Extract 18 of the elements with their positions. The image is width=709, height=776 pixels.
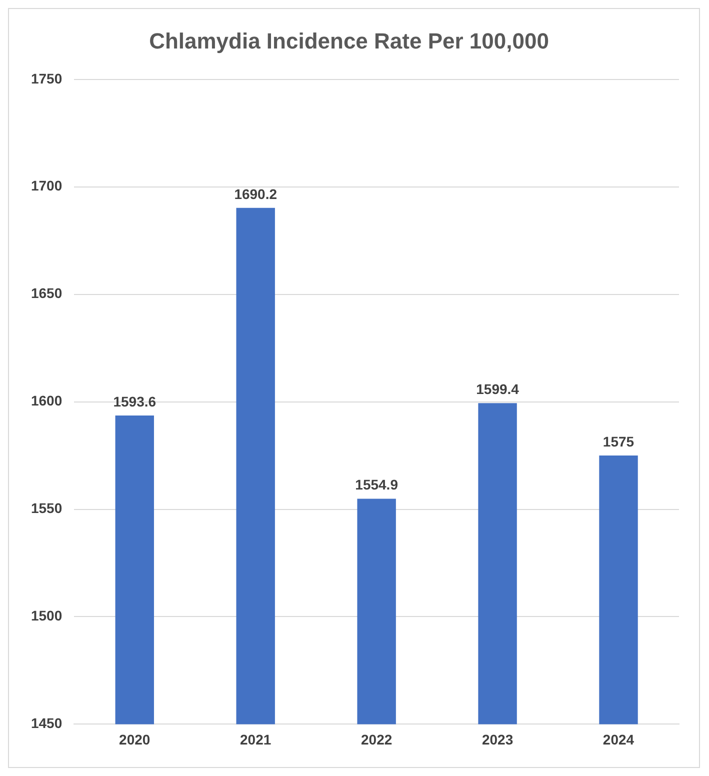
y-tick-label: 1700 [30, 178, 62, 194]
x-tick-label: 2022 [360, 731, 392, 748]
x-tick-label: 2023 [482, 731, 514, 748]
x-tick-label: 2020 [119, 731, 150, 748]
data-label: 1593.6 [113, 393, 156, 410]
data-label: 1575 [602, 433, 634, 450]
y-tick-label: 1750 [30, 70, 62, 86]
x-tick-label: 2024 [602, 731, 634, 748]
y-tick-label: 1600 [30, 392, 62, 409]
y-tick-label: 1550 [30, 500, 62, 516]
y-tick-label: 1500 [30, 608, 62, 624]
x-tick-label: 2021 [240, 731, 272, 748]
y-tick-label: 1650 [30, 285, 62, 302]
data-label: 1690.2 [234, 186, 278, 202]
data-label: 1599.4 [476, 380, 520, 397]
data-label: 1554.9 [355, 476, 398, 493]
y-tick-label: 1450 [30, 715, 62, 732]
chart-title: Chlamydia Incidence Rate Per 100,000 [149, 28, 549, 54]
